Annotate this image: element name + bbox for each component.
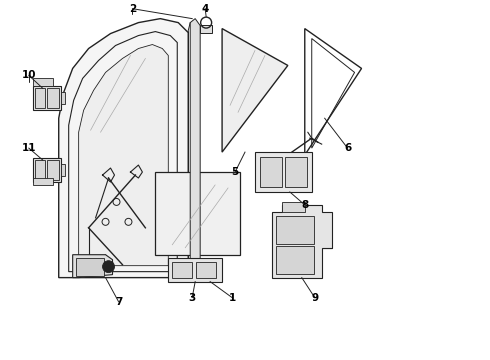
Text: 8: 8	[301, 200, 308, 210]
Polygon shape	[168, 258, 222, 282]
Text: 7: 7	[115, 297, 122, 306]
Text: 6: 6	[344, 143, 351, 153]
Bar	[285, 157, 307, 187]
Bar	[172, 262, 192, 278]
Polygon shape	[33, 178, 53, 185]
Bar	[35, 160, 45, 180]
Text: 5: 5	[231, 167, 239, 177]
Bar	[75, 258, 103, 276]
Polygon shape	[255, 152, 312, 192]
Polygon shape	[190, 19, 200, 278]
Text: 4: 4	[201, 4, 209, 14]
Polygon shape	[200, 24, 212, 32]
Bar	[47, 160, 59, 180]
Bar	[196, 262, 216, 278]
Polygon shape	[61, 92, 65, 104]
Text: 11: 11	[22, 143, 36, 153]
Polygon shape	[222, 28, 288, 152]
Polygon shape	[61, 164, 65, 176]
Bar	[260, 157, 282, 187]
Polygon shape	[73, 255, 113, 278]
Polygon shape	[78, 45, 168, 266]
Text: 9: 9	[311, 293, 318, 302]
Bar	[276, 216, 314, 244]
Bar	[35, 88, 45, 108]
Polygon shape	[33, 158, 61, 182]
Polygon shape	[282, 202, 305, 212]
Text: 2: 2	[129, 4, 136, 14]
Polygon shape	[272, 205, 332, 278]
Polygon shape	[33, 78, 53, 86]
Polygon shape	[155, 172, 240, 255]
Polygon shape	[33, 86, 61, 110]
Polygon shape	[59, 19, 188, 278]
Bar	[47, 88, 59, 108]
Text: 10: 10	[22, 71, 36, 80]
Bar	[276, 246, 314, 274]
Text: 1: 1	[228, 293, 236, 302]
Text: 3: 3	[189, 293, 196, 302]
Circle shape	[102, 261, 115, 273]
